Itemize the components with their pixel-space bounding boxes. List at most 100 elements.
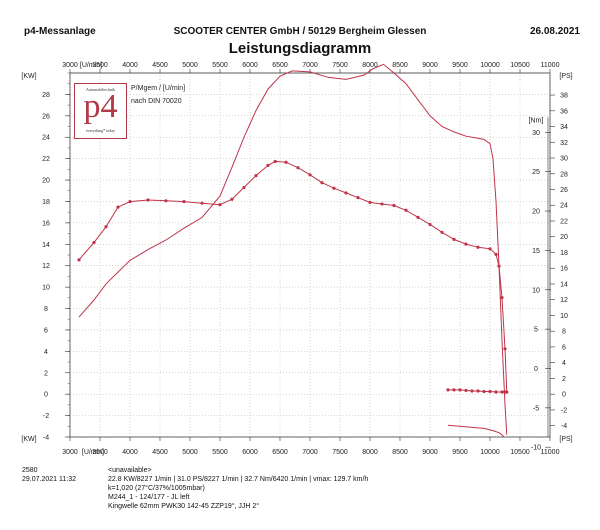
x-tick-label-bottom: 9000	[422, 449, 438, 456]
y-right-tick-label: 20	[560, 234, 568, 241]
x-tick-label-top: 5000	[182, 62, 198, 69]
point-torque-nm	[146, 198, 150, 202]
point-torque-nm	[242, 185, 246, 190]
y-right-unit-bottom: [PS]	[559, 436, 572, 443]
x-tick-label-top: 10000	[480, 62, 500, 69]
x-tick-label-top: 5500	[212, 62, 228, 69]
point-loss-torque	[488, 389, 492, 394]
y-right-tick-label: 32	[560, 140, 568, 147]
point-torque-nm	[284, 160, 288, 164]
x-tick-label-bottom: 9500	[452, 449, 468, 456]
x-tick-label-bottom: 4500	[152, 449, 168, 456]
x-tick-label-top: 11000	[541, 62, 560, 69]
point-torque-nm	[344, 191, 348, 195]
point-loss-torque	[476, 389, 480, 393]
nm-unit: [Nm]	[529, 117, 544, 124]
x-tick-label-top: 7000	[302, 62, 318, 69]
point-torque-nm	[116, 205, 120, 209]
x-tick-label-bottom: 5000	[182, 449, 198, 456]
logo-text: p4	[83, 88, 118, 125]
y-right-tick-label: 22	[560, 218, 568, 225]
y-right-tick-label: 34	[560, 124, 568, 131]
point-torque-nm	[320, 181, 324, 185]
y-right-tick-label: 26	[560, 187, 568, 194]
y-left-tick-label: 20	[42, 178, 50, 185]
result-summary: 22.8 KW/8227 1/min | 31.0 PS/8227 1/min …	[108, 476, 369, 483]
nm-tick-label: 0	[534, 366, 538, 373]
legend-line-1: P/Mgem / [U/min]	[131, 85, 185, 92]
chart-tick-labels: 3000300035003500400040004500450050005000…	[21, 62, 572, 456]
chart-series	[77, 63, 509, 438]
x-tick-label-top: 3000	[62, 62, 78, 69]
point-loss-torque	[464, 388, 468, 393]
nm-tick-label: 10	[532, 287, 540, 294]
y-left-unit: [KW]	[21, 73, 36, 80]
y-right-tick-label: 38	[560, 93, 568, 100]
x-tick-label-top: 9000	[422, 62, 438, 69]
point-torque-nm	[356, 196, 360, 200]
x-tick-label-bottom: 6000	[242, 449, 258, 456]
logo-top-line: Automobiltechnik	[85, 87, 116, 92]
y-left-tick-label: 2	[44, 370, 48, 377]
y-right-tick-label: 12	[560, 297, 568, 304]
point-torque-nm	[464, 242, 468, 246]
y-right-tick-label: 2	[562, 376, 566, 383]
point-loss-torque	[500, 390, 504, 394]
y-right-tick-label: -4	[561, 423, 567, 430]
nm-tick-label: 5	[534, 327, 538, 334]
point-torque-nm	[503, 347, 507, 351]
point-loss-torque	[482, 389, 486, 394]
x-unit-bottom: [U/min]	[82, 449, 104, 456]
nm-tick-label: 15	[532, 248, 540, 255]
x-tick-label-top: 4500	[152, 62, 168, 69]
correction-factor: k=1,020 (27°C/37%/1005mbar)	[108, 485, 205, 492]
y-right-tick-label: 8	[562, 329, 566, 336]
y-left-tick-label: 14	[42, 242, 50, 249]
y-left-tick-label: 16	[42, 220, 50, 227]
point-torque-nm	[182, 199, 186, 204]
y-right-tick-label: 36	[560, 108, 568, 115]
point-torque-nm	[77, 258, 81, 262]
y-left-unit-bottom: [KW]	[21, 436, 36, 443]
y-left-tick-label: 26	[42, 113, 50, 120]
point-torque-nm	[296, 166, 300, 170]
y-right-tick-label: 10	[560, 313, 568, 320]
x-tick-label-top: 7500	[332, 62, 348, 69]
point-torque-nm	[428, 222, 432, 227]
report-date: 26.08.2021	[529, 26, 580, 37]
y-right-tick-label: 30	[560, 156, 568, 163]
point-torque-nm	[254, 174, 258, 178]
y-right-tick-label: 16	[560, 266, 568, 273]
page-title: Leistungsdiagramm	[228, 40, 372, 57]
y-left-tick-label: 18	[42, 199, 50, 206]
run-id: 2580	[22, 467, 38, 474]
y-left-tick-label: 24	[42, 135, 50, 142]
y-left-tick-label: 4	[44, 349, 48, 356]
unavailable-label: <unavailable>	[108, 467, 152, 474]
point-torque-nm	[332, 186, 336, 190]
nm-tick-label: 20	[532, 209, 540, 216]
y-left-tick-label: 0	[44, 392, 48, 399]
y-right-tick-label: -2	[561, 407, 567, 414]
nm-tick-label: 30	[532, 130, 540, 137]
x-tick-label-bottom: 7500	[332, 449, 348, 456]
y-left-tick-label: 22	[42, 156, 50, 163]
y-left-tick-label: -2	[43, 413, 49, 420]
series-torque-nm	[78, 160, 508, 393]
point-loss-torque	[503, 390, 507, 394]
y-right-tick-label: 14	[560, 281, 568, 288]
point-torque-nm	[308, 173, 312, 177]
setup-notes: Kingwelle 62mm PWK30 142-45 ZZP19°, JJH …	[108, 503, 260, 510]
point-loss-torque	[452, 388, 456, 392]
y-left-tick-label: -4	[43, 435, 49, 442]
x-tick-label-bottom: 6500	[272, 449, 288, 456]
nm-tick-label: 25	[532, 169, 540, 176]
series-rolldown	[447, 424, 505, 438]
x-tick-label-top: 8500	[392, 62, 408, 69]
engine-config: M244_1 - 124/177 - JL left	[108, 494, 190, 501]
y-right-tick-label: 28	[560, 171, 568, 178]
x-tick-label-bottom: 5500	[212, 449, 228, 456]
point-torque-nm	[392, 203, 396, 208]
point-loss-torque	[446, 388, 450, 392]
point-torque-nm	[500, 296, 504, 300]
